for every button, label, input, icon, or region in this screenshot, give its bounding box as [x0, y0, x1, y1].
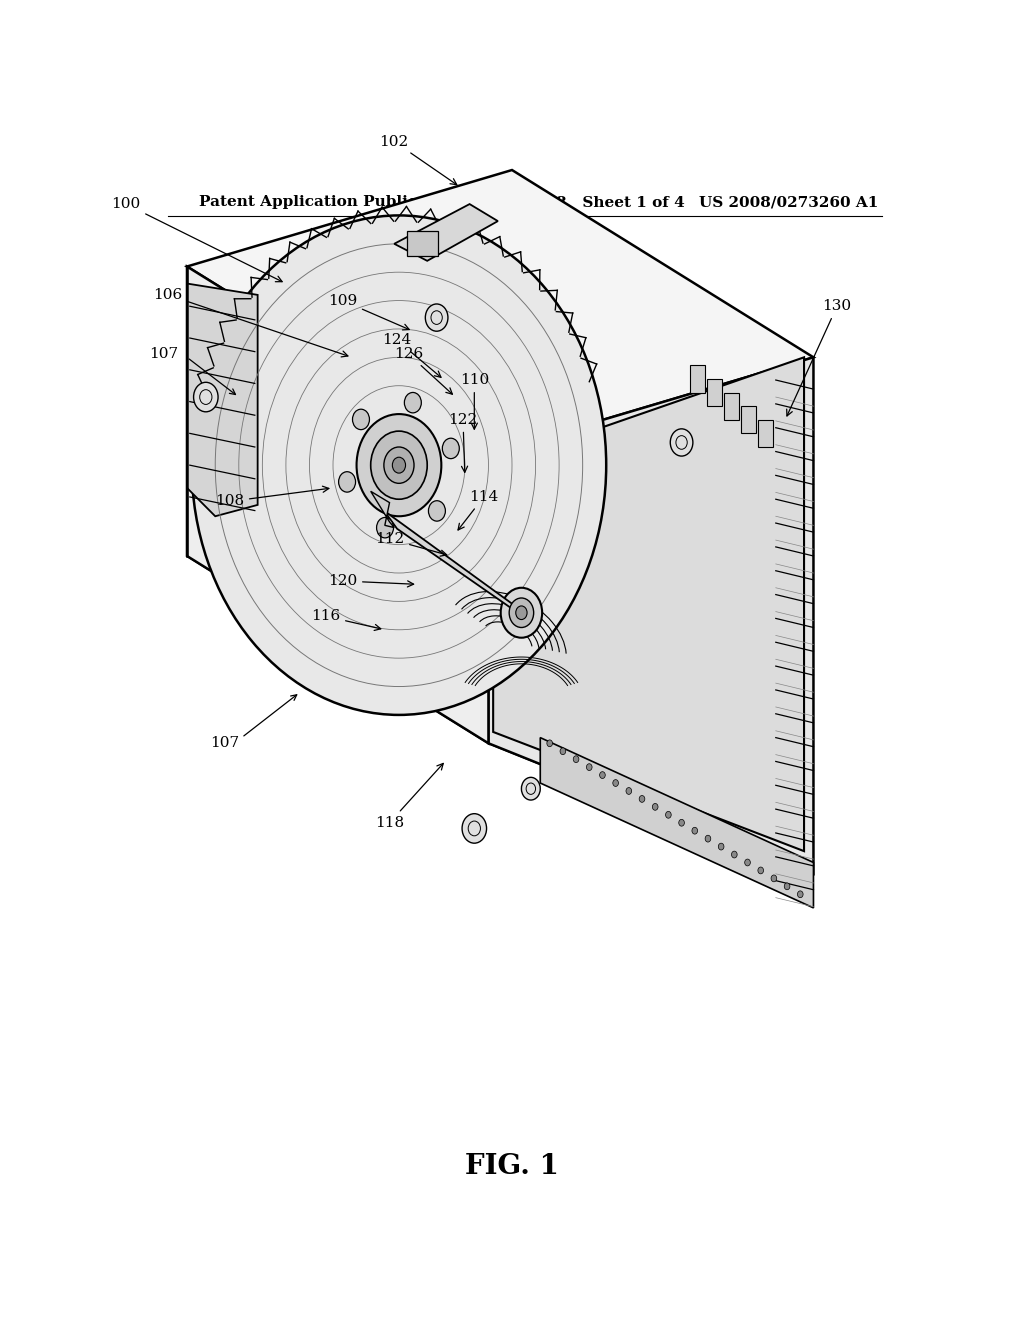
Polygon shape: [187, 556, 813, 874]
Circle shape: [626, 788, 632, 795]
Circle shape: [798, 891, 803, 898]
Circle shape: [404, 392, 421, 413]
Circle shape: [652, 804, 658, 810]
Circle shape: [462, 813, 486, 843]
Text: US 2008/0273260 A1: US 2008/0273260 A1: [699, 195, 879, 209]
Circle shape: [501, 587, 542, 638]
Circle shape: [718, 843, 724, 850]
Text: 126: 126: [394, 347, 453, 395]
Circle shape: [377, 517, 393, 537]
Polygon shape: [488, 358, 813, 874]
Circle shape: [639, 796, 645, 803]
Circle shape: [731, 851, 737, 858]
Text: 114: 114: [458, 490, 499, 531]
Circle shape: [428, 500, 445, 521]
Circle shape: [560, 748, 565, 755]
Circle shape: [679, 820, 684, 826]
Text: FIG. 1: FIG. 1: [465, 1154, 559, 1180]
Polygon shape: [494, 358, 804, 851]
Circle shape: [771, 875, 777, 882]
Text: 102: 102: [380, 135, 457, 185]
Polygon shape: [187, 267, 488, 743]
FancyBboxPatch shape: [758, 420, 773, 447]
Text: 116: 116: [311, 609, 381, 631]
FancyBboxPatch shape: [707, 379, 722, 407]
Circle shape: [612, 780, 618, 787]
FancyBboxPatch shape: [690, 366, 706, 392]
Circle shape: [706, 836, 711, 842]
Text: 122: 122: [449, 413, 477, 473]
Circle shape: [356, 414, 441, 516]
Circle shape: [442, 438, 460, 458]
Text: 130: 130: [786, 300, 852, 416]
Text: 100: 100: [112, 197, 283, 281]
Circle shape: [352, 409, 370, 429]
FancyBboxPatch shape: [741, 407, 756, 433]
Circle shape: [587, 764, 592, 771]
Text: 108: 108: [215, 486, 329, 508]
Circle shape: [600, 772, 605, 779]
Circle shape: [573, 756, 579, 763]
Polygon shape: [541, 738, 813, 908]
Text: 107: 107: [210, 737, 240, 750]
Text: 112: 112: [375, 532, 446, 556]
Circle shape: [371, 432, 427, 499]
Polygon shape: [187, 170, 813, 454]
Text: Nov. 6, 2008   Sheet 1 of 4: Nov. 6, 2008 Sheet 1 of 4: [461, 195, 685, 209]
Circle shape: [191, 215, 606, 715]
Circle shape: [666, 812, 671, 818]
Circle shape: [516, 606, 527, 619]
Text: 110: 110: [460, 374, 488, 429]
Polygon shape: [384, 511, 530, 622]
Polygon shape: [371, 491, 394, 528]
Circle shape: [521, 777, 541, 800]
Text: 124: 124: [382, 333, 441, 378]
Polygon shape: [394, 205, 498, 261]
Text: 107: 107: [148, 347, 178, 360]
Text: 120: 120: [328, 574, 414, 587]
Circle shape: [758, 867, 764, 874]
Text: Patent Application Publication: Patent Application Publication: [200, 195, 462, 209]
Circle shape: [784, 883, 790, 890]
FancyBboxPatch shape: [724, 392, 739, 420]
Circle shape: [671, 429, 693, 457]
Circle shape: [692, 828, 697, 834]
Circle shape: [547, 741, 553, 747]
Text: 106: 106: [154, 288, 348, 356]
Circle shape: [194, 383, 218, 412]
Circle shape: [392, 457, 406, 473]
Text: 109: 109: [328, 293, 410, 330]
Circle shape: [425, 304, 447, 331]
Circle shape: [744, 859, 751, 866]
Circle shape: [509, 598, 534, 627]
Circle shape: [339, 471, 355, 492]
FancyBboxPatch shape: [408, 231, 437, 256]
Polygon shape: [187, 284, 258, 516]
Text: 118: 118: [375, 763, 443, 830]
Circle shape: [384, 447, 414, 483]
